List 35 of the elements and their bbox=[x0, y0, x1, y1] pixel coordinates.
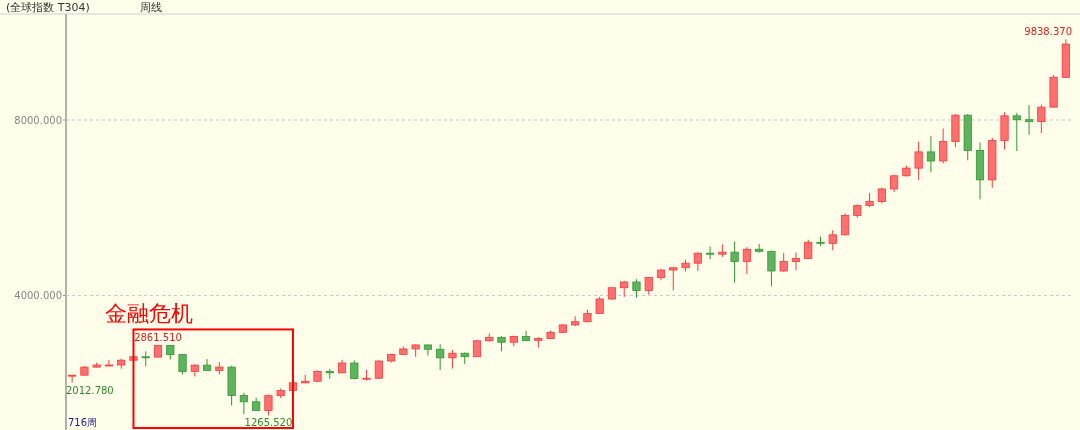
candlestick bbox=[693, 251, 702, 272]
candlestick bbox=[571, 315, 580, 327]
candlestick bbox=[423, 344, 432, 357]
candlestick bbox=[68, 374, 77, 384]
candlestick bbox=[939, 128, 948, 164]
text: 2012.780 bbox=[66, 384, 114, 396]
candlestick bbox=[1037, 104, 1046, 134]
chart-subtitle: 周线 bbox=[140, 1, 162, 14]
chart-title: (全球指数 T304) bbox=[6, 1, 90, 14]
candlestick bbox=[1024, 104, 1034, 136]
candlestick bbox=[104, 359, 114, 367]
candlestick bbox=[239, 392, 248, 415]
candlestick bbox=[828, 229, 837, 251]
candlestick bbox=[436, 343, 445, 371]
y-tick-label: 4000.000 bbox=[14, 290, 62, 302]
candlestick bbox=[448, 349, 457, 370]
annotation: 716周 bbox=[68, 417, 98, 428]
y-tick-label: 8000.000 bbox=[14, 114, 62, 126]
candlestick bbox=[791, 251, 801, 271]
text: 2861.510 bbox=[134, 332, 182, 344]
candlestick bbox=[742, 246, 751, 275]
text: 9838.370 bbox=[1024, 26, 1072, 38]
candlestick bbox=[669, 266, 678, 291]
candlestick bbox=[767, 250, 776, 287]
candlestick bbox=[632, 278, 641, 299]
annotation: 金融危机 bbox=[105, 301, 194, 327]
candlestick bbox=[1012, 112, 1021, 152]
candlestick bbox=[730, 240, 739, 284]
candlestick bbox=[521, 330, 531, 342]
candlestick bbox=[203, 358, 212, 372]
text: 1265.520 bbox=[244, 417, 293, 429]
candlestick bbox=[914, 141, 923, 181]
candlestick bbox=[779, 252, 788, 273]
candlestick bbox=[926, 135, 935, 173]
candlestick bbox=[706, 245, 715, 260]
